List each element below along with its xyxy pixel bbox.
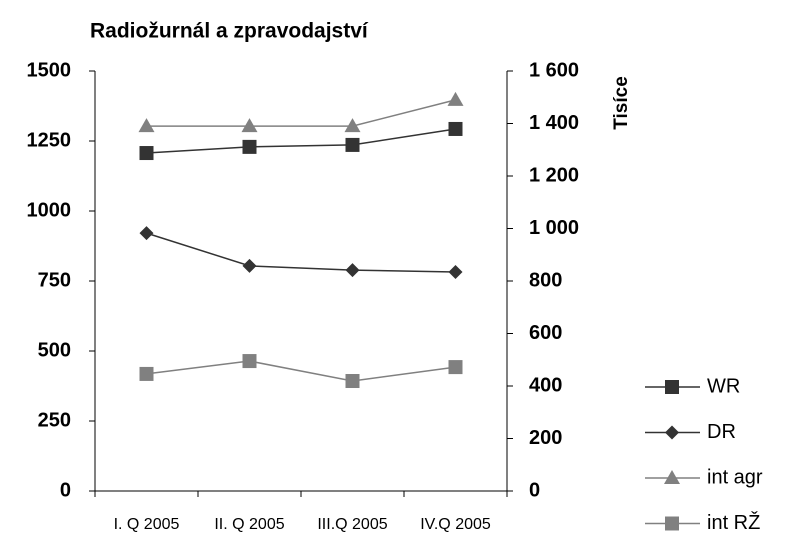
x-tick-label: I. Q 2005: [114, 516, 180, 533]
marker: [138, 118, 155, 133]
y2-tick-label: 1 000: [529, 217, 579, 239]
marker: [242, 139, 257, 154]
marker: [448, 265, 463, 280]
marker: [664, 470, 680, 484]
series-line: [146, 360, 456, 382]
marker: [447, 91, 464, 106]
y2-tick-label: 200: [529, 427, 562, 449]
x-tick-label: IV.Q 2005: [420, 516, 491, 533]
legend-label: DR: [707, 421, 736, 443]
legend-label: int RŽ: [707, 511, 760, 534]
marker: [241, 118, 258, 133]
y2-tick-label: 600: [529, 322, 562, 344]
marker: [345, 374, 360, 389]
marker: [139, 366, 154, 381]
marker: [665, 380, 679, 394]
series-line: [146, 99, 456, 127]
y-tick-label: 0: [60, 479, 71, 501]
marker: [344, 118, 361, 133]
x-tick-label: III.Q 2005: [317, 516, 387, 533]
marker: [665, 516, 679, 531]
y2-axis-label: Tisíce: [611, 76, 632, 130]
marker: [448, 121, 463, 136]
marker: [242, 258, 257, 273]
y2-tick-label: 800: [529, 269, 562, 291]
y2-tick-label: 1 400: [529, 112, 579, 134]
legend-label: int agr: [707, 466, 763, 488]
marker: [242, 354, 257, 369]
series-line: [146, 232, 456, 273]
marker: [665, 425, 679, 440]
marker: [345, 263, 360, 278]
chart-title: Radiožurnál a zpravodajství: [90, 20, 369, 43]
marker: [448, 360, 463, 375]
y2-tick-label: 1 200: [529, 164, 579, 186]
series-line: [146, 128, 456, 154]
marker: [345, 137, 360, 152]
legend-label: WR: [707, 375, 740, 397]
y2-tick-label: 1 600: [529, 59, 579, 81]
x-tick-label: II. Q 2005: [214, 516, 284, 533]
marker: [139, 146, 154, 161]
marker: [139, 226, 154, 241]
y-tick-label: 1500: [27, 59, 72, 81]
y2-tick-label: 400: [529, 374, 562, 396]
y2-tick-label: 0: [529, 479, 540, 501]
y-tick-label: 250: [38, 409, 71, 431]
y-tick-label: 750: [38, 269, 71, 291]
y-tick-label: 1000: [27, 199, 72, 221]
y-tick-label: 1250: [27, 129, 72, 151]
y-tick-label: 500: [38, 339, 71, 361]
